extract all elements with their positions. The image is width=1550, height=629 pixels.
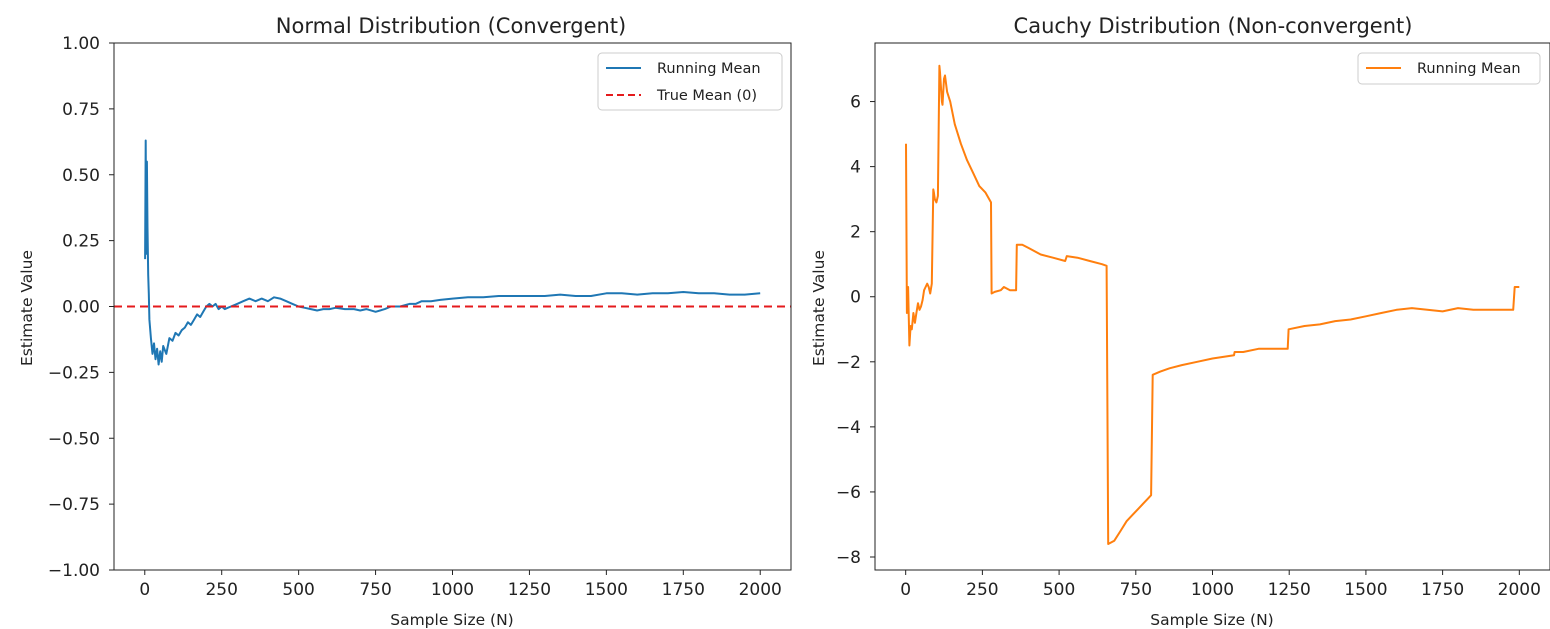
normal-y-tick-label: −0.25	[48, 363, 100, 383]
cauchy-legend: Running Mean	[1357, 52, 1541, 85]
cauchy-x-tick-label: 1250	[1268, 580, 1311, 600]
cauchy-y-tick-label: 6	[850, 93, 861, 113]
cauchy-panel: Cauchy Distribution (Non-convergent) 0 25…	[810, 14, 1550, 629]
cauchy-x-tick-label: 1000	[1191, 580, 1234, 600]
normal-x-tick-label: 750	[359, 580, 391, 600]
cauchy-y-tick-label: 0	[850, 288, 861, 308]
cauchy-x-tick-label: 2000	[1498, 580, 1541, 600]
normal-y-tick-label: −0.50	[48, 429, 100, 449]
legend-label-true-mean: True Mean (0)	[656, 88, 757, 104]
normal-running-mean-line	[144, 139, 761, 366]
cauchy-x-axis-label: Sample Size (N)	[1150, 611, 1273, 629]
normal-y-tick-label: 0.25	[62, 232, 100, 252]
normal-x-tick-label: 1250	[508, 580, 551, 600]
normal-plot-frame	[113, 42, 792, 571]
normal-y-tick-label: 0.75	[62, 100, 100, 120]
cauchy-x-tick-label: 750	[1120, 580, 1152, 600]
normal-x-tick-label: 2000	[739, 580, 782, 600]
legend-label-cauchy-running-mean: Running Mean	[1417, 61, 1521, 77]
normal-x-tick-label: 1000	[431, 580, 474, 600]
normal-axis-ticks: 0 250 500 750 1000 1250 1500 1750 2000 −1.00 −0.75…	[48, 34, 782, 600]
cauchy-y-tick-label: −8	[836, 548, 861, 568]
normal-y-tick-label: 0.50	[62, 166, 100, 186]
cauchy-x-tick-label: 0	[900, 580, 911, 600]
cauchy-plot-frame	[874, 42, 1550, 571]
cauchy-x-tick-label: 1500	[1344, 580, 1387, 600]
normal-y-tick-label: −1.00	[48, 561, 100, 581]
cauchy-axis-ticks: 0 250 500 750 1000 1250 1500 1750 2000 −8 −6 −4 −2 0 2…	[836, 93, 1541, 600]
cauchy-x-tick-label: 250	[966, 580, 998, 600]
cauchy-y-axis-label: Estimate Value	[810, 250, 828, 366]
normal-x-tick-label: 500	[282, 580, 314, 600]
cauchy-running-mean-line	[905, 64, 1520, 545]
cauchy-x-tick-label: 500	[1043, 580, 1075, 600]
cauchy-x-tick-label: 1750	[1421, 580, 1464, 600]
normal-y-tick-label: 1.00	[62, 34, 100, 54]
normal-legend: Running Mean True Mean (0)	[597, 52, 783, 111]
cauchy-y-tick-label: −6	[836, 483, 861, 503]
normal-x-axis-label: Sample Size (N)	[390, 611, 513, 629]
normal-legend-box	[597, 52, 783, 111]
normal-series-lines	[114, 139, 791, 366]
normal-chart-title: Normal Distribution (Convergent)	[276, 14, 626, 38]
cauchy-y-tick-label: 2	[850, 223, 861, 243]
normal-y-tick-label: 0.00	[62, 298, 100, 318]
cauchy-legend-box	[1357, 52, 1541, 85]
normal-x-tick-label: 1750	[662, 580, 705, 600]
normal-x-tick-label: 1500	[585, 580, 628, 600]
legend-label-running-mean: Running Mean	[657, 61, 761, 77]
cauchy-y-tick-label: −4	[836, 418, 861, 438]
normal-x-tick-label: 250	[205, 580, 237, 600]
normal-panel: Normal Distribution (Convergent) 0 250 500…	[18, 14, 792, 629]
cauchy-y-tick-label: 4	[850, 158, 861, 178]
cauchy-series-lines	[905, 64, 1520, 545]
cauchy-y-tick-label: −2	[836, 353, 861, 373]
cauchy-chart-title: Cauchy Distribution (Non-convergent)	[1014, 14, 1413, 38]
normal-x-tick-label: 0	[139, 580, 150, 600]
normal-y-tick-label: −0.75	[48, 495, 100, 515]
normal-y-axis-label: Estimate Value	[18, 250, 36, 366]
